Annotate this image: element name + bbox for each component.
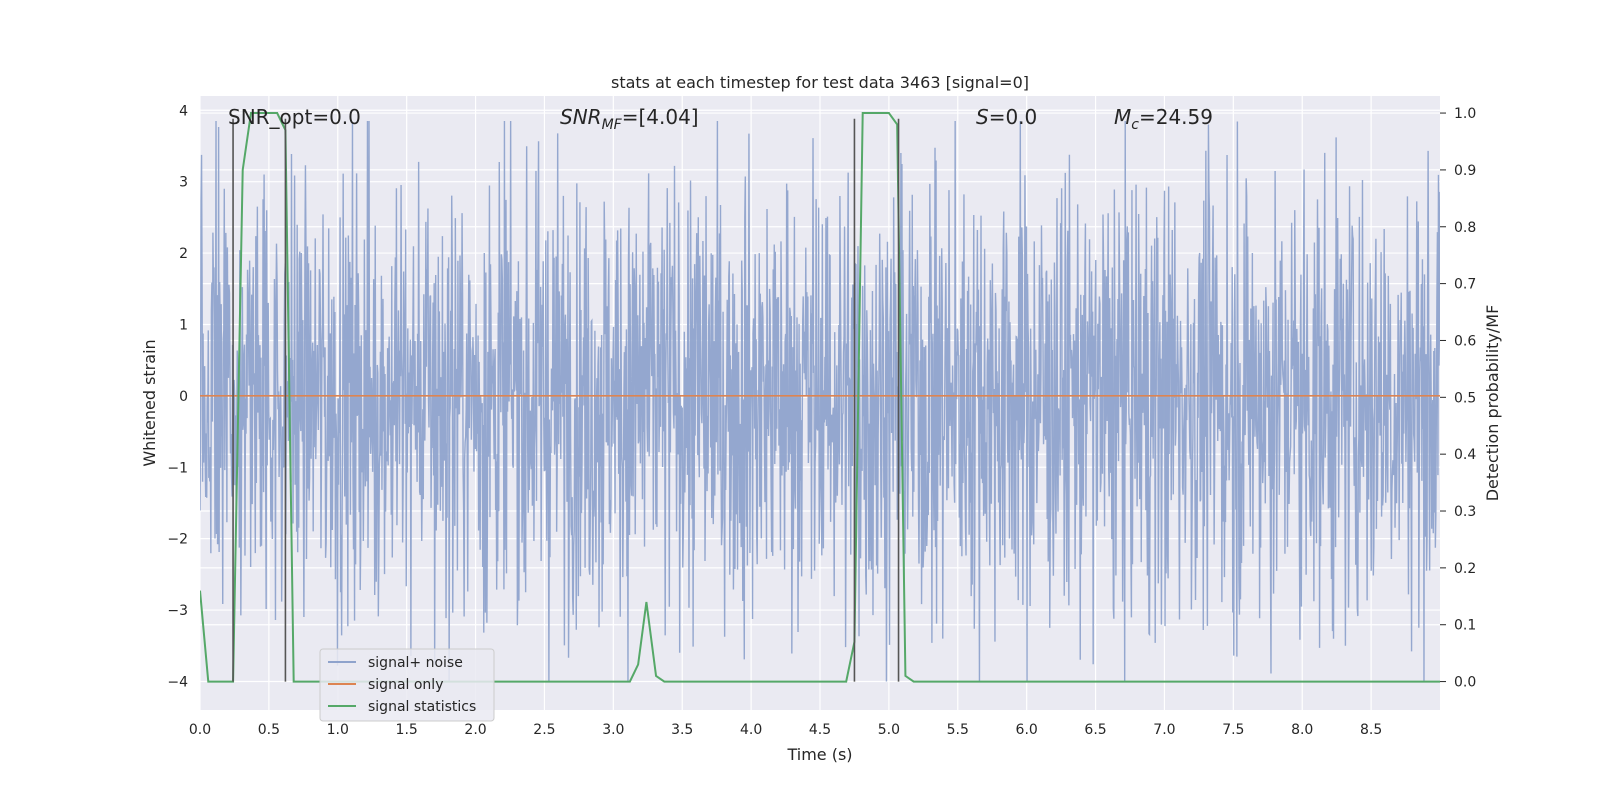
x-tick-label: 4.0 xyxy=(740,722,762,738)
x-tick-label: 7.0 xyxy=(1153,722,1175,738)
x-tick-label: 1.5 xyxy=(396,722,418,738)
y-tick-label: −4 xyxy=(167,674,188,690)
chart-title: stats at each timestep for test data 346… xyxy=(611,73,1029,92)
legend-label-noise: signal+ noise xyxy=(368,655,463,671)
x-tick-label: 2.0 xyxy=(464,722,486,738)
x-tick-label: 6.0 xyxy=(1016,722,1038,738)
legend: signal+ noise signal only signal statist… xyxy=(319,648,495,722)
y2-tick-label: 0.9 xyxy=(1454,163,1476,179)
y2-tick-label: 0.2 xyxy=(1454,561,1476,577)
y-tick-label: 2 xyxy=(179,246,188,262)
legend-box xyxy=(319,648,495,722)
noise-series xyxy=(200,120,1440,682)
y2-axis-label: Detection probability/MF xyxy=(1483,305,1502,502)
y-tick-label: 1 xyxy=(179,317,188,333)
annotation-snr-mf: SNRMF=[4.04] xyxy=(560,105,699,133)
annotation-snr-opt: SNR_opt=0.0 xyxy=(228,105,361,129)
x-tick-label: 8.0 xyxy=(1291,722,1313,738)
y-tick-label: −2 xyxy=(167,532,188,548)
y2-tick-label: 0.4 xyxy=(1454,447,1476,463)
tick-labels: 0.0 0.5 1.0 1.5 2.0 2.5 3.0 3.5 4.0 4.5 5.0 5.5 6.0 6… xyxy=(167,103,1476,738)
snr-mf-val: =[4.04] xyxy=(622,105,699,129)
y2-tick-label: 0.0 xyxy=(1454,675,1476,691)
annotation-s: S=0.0 xyxy=(976,105,1037,129)
y2-tick-label: 0.3 xyxy=(1454,504,1476,520)
x-tick-label: 6.5 xyxy=(1084,722,1106,738)
x-tick-label: 3.5 xyxy=(671,722,693,738)
legend-label-signal: signal only xyxy=(368,677,443,693)
x-tick-label: 7.5 xyxy=(1222,722,1244,738)
y2-tick-label: 0.5 xyxy=(1454,390,1476,406)
y2-tick-label: 0.8 xyxy=(1454,220,1476,236)
y2-tick-label: 1.0 xyxy=(1454,106,1476,122)
y-tick-label: −3 xyxy=(167,603,188,619)
y-tick-label: 4 xyxy=(179,103,188,119)
y2-tick-label: 0.6 xyxy=(1454,333,1476,349)
mc-main: M xyxy=(1114,105,1131,129)
y2-tick-label: 0.1 xyxy=(1454,618,1476,634)
annotation-mc: Mc=24.59 xyxy=(1114,105,1213,133)
y-axis-label: Whitened strain xyxy=(140,339,159,466)
y2-tick-label: 0.7 xyxy=(1454,277,1476,293)
mc-sub: c xyxy=(1131,117,1139,133)
x-tick-label: 5.5 xyxy=(947,722,969,738)
snr-mf-sub: MF xyxy=(602,117,623,133)
s-val: =0.0 xyxy=(989,105,1038,129)
snr-mf-main: SNR xyxy=(560,105,602,129)
y-tick-label: 0 xyxy=(179,389,188,405)
x-tick-label: 0.5 xyxy=(258,722,280,738)
noise-line xyxy=(200,120,1440,682)
vertical-markers xyxy=(232,118,900,682)
x-tick-label: 3.0 xyxy=(602,722,624,738)
x-tick-label: 2.5 xyxy=(533,722,555,738)
legend-label-stats: signal statistics xyxy=(368,699,476,715)
x-tick-label: 5.0 xyxy=(878,722,900,738)
x-tick-label: 0.0 xyxy=(189,722,211,738)
s-main: S xyxy=(976,105,989,129)
y-tick-label: −1 xyxy=(167,460,188,476)
x-tick-label: 8.5 xyxy=(1360,722,1382,738)
x-axis-label: Time (s) xyxy=(786,745,852,764)
x-tick-label: 1.0 xyxy=(327,722,349,738)
mc-val: =24.59 xyxy=(1139,105,1213,129)
y-tick-label: 3 xyxy=(179,175,188,191)
x-tick-label: 4.5 xyxy=(809,722,831,738)
